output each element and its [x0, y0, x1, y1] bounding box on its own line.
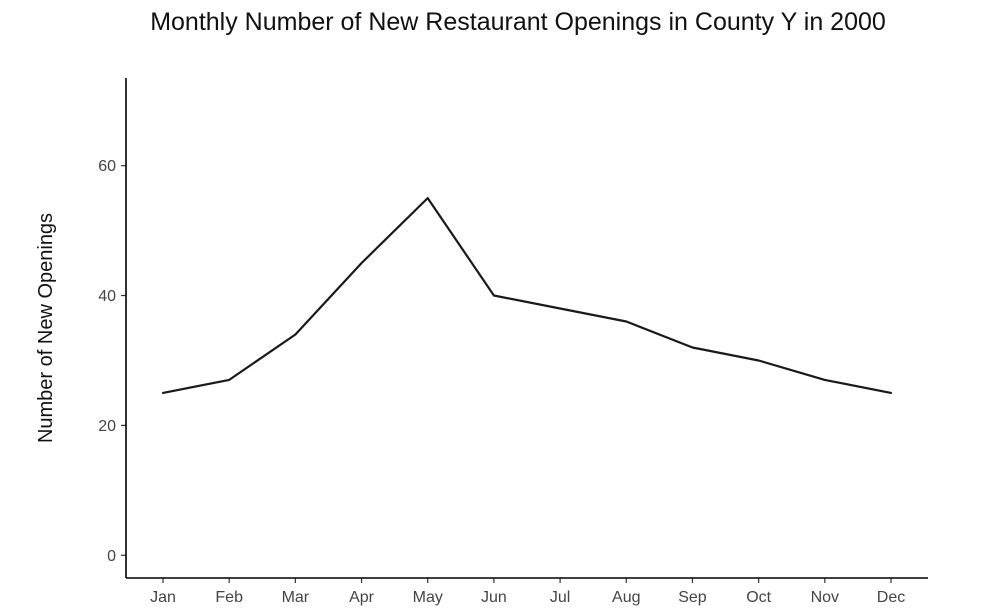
x-tick-label: May [413, 589, 443, 606]
y-axis-ticks: 0 20 40 60 [98, 158, 126, 565]
x-tick-label: Oct [746, 589, 771, 606]
y-tick-label: 0 [107, 548, 116, 565]
chart-title: Monthly Number of New Restaurant Opening… [150, 8, 886, 36]
x-tick-label: Jun [481, 589, 507, 606]
y-tick-label: 40 [98, 288, 116, 305]
y-axis-title: Number of New Openings [35, 213, 57, 443]
x-tick-label: Jul [550, 589, 570, 606]
x-tick-label: Dec [877, 589, 905, 606]
x-tick-label: Nov [811, 589, 839, 606]
x-tick-label: Apr [349, 589, 375, 606]
y-tick-label: 60 [98, 158, 116, 175]
x-tick-label: Mar [282, 589, 310, 606]
y-tick-label: 20 [98, 418, 116, 435]
series-line [161, 197, 893, 394]
x-tick-label: Sep [678, 589, 707, 606]
x-tick-label: Feb [215, 589, 243, 606]
x-tick-label: Jan [150, 589, 176, 606]
x-tick-label: Aug [612, 589, 640, 606]
x-axis-ticks: Jan Feb Mar Apr May Jun Jul Aug Sep Oct Nov Dec [150, 578, 905, 606]
